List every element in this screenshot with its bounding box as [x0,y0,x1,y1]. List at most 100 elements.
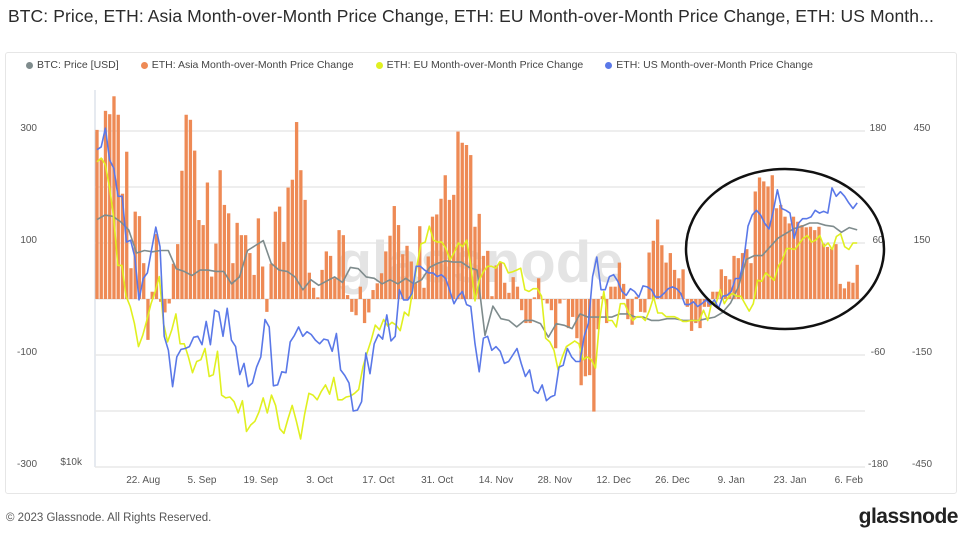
x-axis-tick-label: 12. Dec [596,475,630,486]
asia-bar [137,216,142,299]
asia-bar [243,235,248,299]
legend-item-eth-eu[interactable]: ETH: EU Month-over-Month Price Change [375,59,584,71]
asia-bar [277,206,282,299]
asia-bar [621,283,626,299]
asia-bar [728,279,732,299]
asia-bar [647,252,651,299]
asia-bar [817,226,821,299]
asia-bar [260,266,265,299]
asia-bar [596,299,600,330]
asia-bar [447,199,452,299]
asia-bar [715,291,719,299]
asia-bar [537,278,541,299]
asia-bar [808,226,813,299]
asia-bar [103,110,108,299]
asia-bar [222,204,227,299]
asia-bar [235,222,239,299]
copyright-text: © 2023 Glassnode. All Rights Reserved. [6,512,212,524]
legend-label: ETH: EU Month-over-Month Price Change [386,59,584,71]
asia-bar [311,287,316,299]
asia-bar [855,264,859,299]
asia-bar [405,245,409,299]
asia-bar [477,213,481,299]
asia-bar [711,291,715,299]
glassnode-logo: glassnode [858,505,959,528]
asia-bar [651,240,656,299]
asia-bar [371,290,375,299]
asia-bar [677,278,681,299]
legend-item-eth-asia[interactable]: ETH: Asia Month-over-Month Price Change [140,59,354,71]
asia-bar [498,262,503,299]
asia-bar [112,96,116,299]
left-axis-tick-label: -100 [17,347,37,358]
asia-bar [719,269,723,299]
asia-bar [418,226,422,299]
asia-bar [609,286,613,299]
asia-bar [188,119,193,299]
asia-bar [842,288,847,299]
asia-bar [290,179,295,299]
asia-bar [163,299,167,313]
asia-bar [617,262,622,299]
left-axis-tick-label: 100 [20,235,37,246]
asia-bar [345,295,350,299]
asia-bar [265,299,269,312]
asia-bar [426,256,430,299]
asia-bar [838,283,842,299]
asia-bar [108,114,112,299]
asia-bar [435,214,439,299]
x-axis-tick-label: 14. Nov [479,475,513,486]
asia-bar [362,299,367,324]
asia-bar [180,170,184,299]
x-axis-tick-label: 28. Nov [538,475,572,486]
asia-bar [333,278,337,299]
asia-bar [830,248,834,299]
x-axis-tick-label: 26. Dec [655,475,689,486]
asia-bar [689,299,694,331]
asia-bar [299,170,303,299]
chart-card [5,52,957,494]
right-axis-2-tick-label: -450 [912,459,932,470]
asia-bar [193,150,197,299]
asia-bar [740,253,745,299]
asia-bar [562,299,566,300]
asia-bar [587,299,592,376]
asia-bar [668,253,672,299]
asia-bar [528,299,532,324]
asia-bar [579,299,583,386]
asia-bar [757,177,762,299]
asia-bar [460,142,464,299]
asia-bar [205,182,210,299]
right-axis-tick-label: -180 [868,459,888,470]
legend-item-btc-price[interactable]: BTC: Price [USD] [26,59,119,71]
asia-bar [490,296,494,299]
legend-item-eth-us[interactable]: ETH: US Month-over-Month Price Change [605,59,813,71]
asia-bar [779,204,783,299]
asia-bar [116,114,120,299]
asia-bar [813,230,817,299]
asia-bar [774,208,779,299]
asia-bar [350,299,354,312]
asia-bar [681,269,685,299]
btc-axis-tick-label: $10k [60,457,83,468]
asia-bar [95,129,99,299]
asia-bar [413,283,418,299]
asia-bar [524,299,528,324]
legend: BTC: Price [USD] ETH: Asia Month-over-Mo… [26,59,813,71]
asia-bar [324,251,328,299]
legend-label: BTC: Price [USD] [37,59,119,71]
asia-bar [541,299,545,301]
right-axis-tick-label: -60 [871,347,886,358]
asia-bar [783,216,787,299]
asia-bar [171,263,176,299]
chart-title: BTC: Price, ETH: Asia Month-over-Month P… [8,6,934,26]
asia-bar [732,255,736,299]
asia-bar [252,274,256,299]
legend-label: ETH: US Month-over-Month Price Change [616,59,813,71]
asia-bar [176,244,180,299]
asia-bar [520,299,524,311]
asia-bar [702,299,706,307]
asia-bar [494,265,498,299]
asia-bar [210,276,214,299]
